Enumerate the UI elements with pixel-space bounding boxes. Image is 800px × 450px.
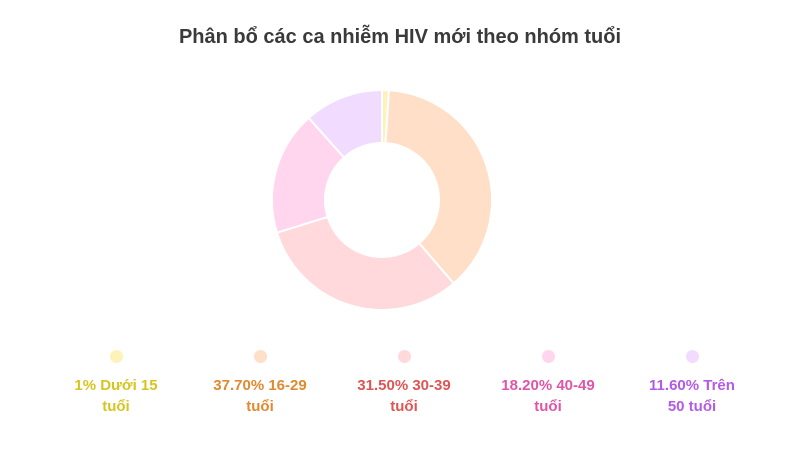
donut-slice-5[interactable]	[307, 88, 383, 159]
donut-slice-2[interactable]	[384, 89, 493, 285]
donut-slice-3[interactable]	[275, 215, 456, 311]
legend-label: 18.20% 40-49 tuổi	[501, 377, 595, 415]
legend-item-3[interactable]: 31.50% 30-39 tuổi	[332, 350, 476, 417]
legend-dot	[109, 350, 123, 363]
legend-label: 11.60% Trên 50 tuổi	[649, 377, 735, 415]
legend-dot	[685, 350, 699, 363]
chart-title: Phân bổ các ca nhiễm HIV mới theo nhóm t…	[178, 26, 622, 48]
legend-item-5[interactable]: 11.60% Trên 50 tuổi	[620, 350, 764, 417]
donut-chart	[271, 88, 493, 311]
legend-dot	[253, 350, 267, 363]
legend-item-1[interactable]: 1% Dưới 15 tuổi	[44, 350, 188, 417]
legend-item-2[interactable]: 37.70% 16-29 tuổi	[188, 350, 332, 417]
legend-item-4[interactable]: 18.20% 40-49 tuổi	[476, 350, 620, 417]
legend-label: 31.50% 30-39 tuổi	[357, 377, 451, 415]
chart-legend: 1% Dưới 15 tuổi 37.70% 16-29 tuổi 31.50% 3…	[44, 350, 764, 417]
legend-label: 1% Dưới 15 tuổi	[74, 377, 158, 415]
legend-label: 37.70% 16-29 tuổi	[213, 377, 307, 415]
legend-dot	[397, 350, 411, 363]
legend-dot	[541, 350, 555, 363]
